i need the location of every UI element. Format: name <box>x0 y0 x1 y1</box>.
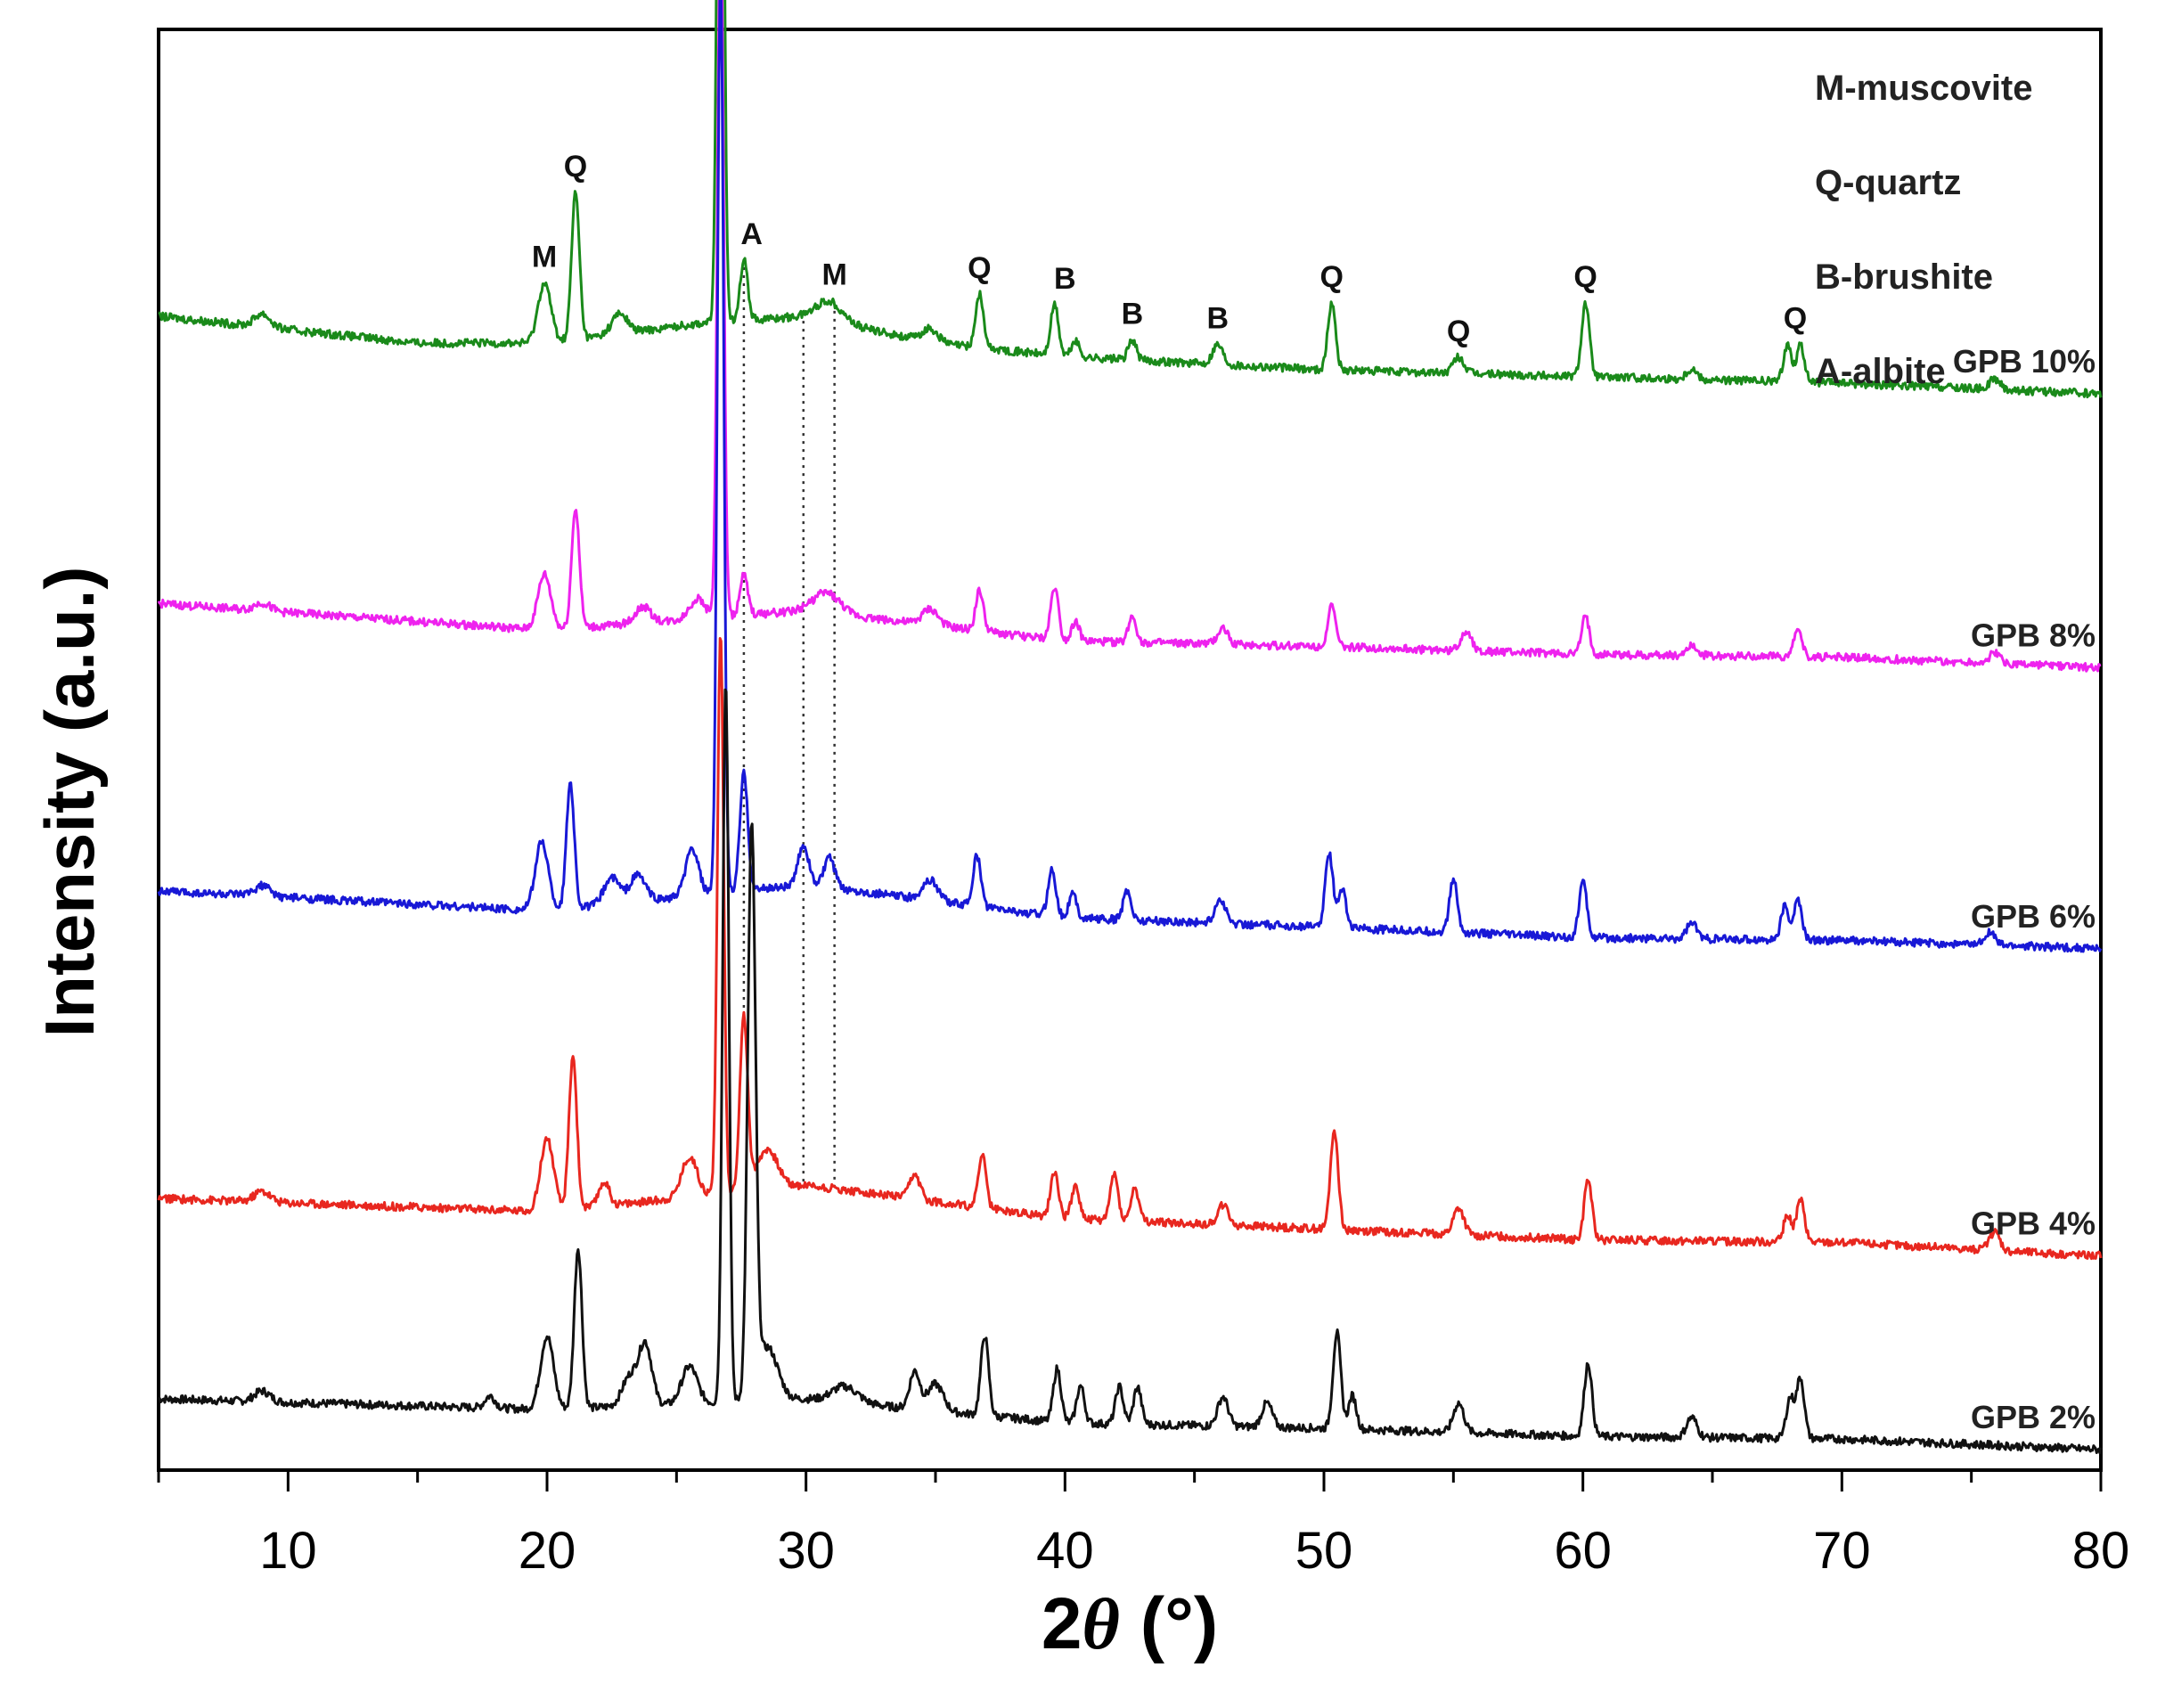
peak-label-12: Q <box>1784 301 1807 335</box>
x-tick-label-30: 30 <box>777 1522 835 1580</box>
series-label-2pct: GPB 2% <box>1971 1399 2096 1435</box>
dotted-guides <box>742 267 836 1189</box>
x-tick-label-50: 50 <box>1295 1522 1353 1580</box>
legend-item-quartz: Q-quartz <box>1815 163 1961 202</box>
peak-label-4: M <box>821 258 846 292</box>
peak-label-11: Q <box>1573 260 1597 294</box>
peak-label-9: Q <box>1319 260 1343 294</box>
peak-label-3: A <box>740 217 763 251</box>
peak-label-7: B <box>1122 297 1144 331</box>
peak-label-5: Q <box>968 251 991 285</box>
x-tick-label-60: 60 <box>1554 1522 1612 1580</box>
x-axis-ticks <box>157 1470 2103 1491</box>
legend: M-muscovite Q-quartz B-brushite A-albite <box>1815 69 2033 391</box>
x-axis-title: 2θ (°) <box>1042 1583 1218 1664</box>
x-axis-title-unit: (°) <box>1120 1583 1218 1664</box>
x-tick-label-80: 80 <box>2072 1522 2130 1580</box>
x-tick-label-20: 20 <box>519 1522 576 1580</box>
peak-label-2: Q <box>564 150 587 184</box>
x-tick-label-10: 10 <box>259 1522 317 1580</box>
series-layer <box>157 0 2103 1455</box>
series-label-4pct: GPB 4% <box>1971 1205 2096 1241</box>
series-line-4pct <box>157 637 2103 1261</box>
series-label-8pct: GPB 8% <box>1971 617 2096 654</box>
legend-item-muscovite: M-muscovite <box>1815 69 2033 108</box>
x-tick-label-70: 70 <box>1813 1522 1871 1580</box>
series-label-10pct: GPB 10% <box>1953 343 2096 380</box>
legend-item-albite: A-albite <box>1815 352 1946 391</box>
peak-label-8: B <box>1207 301 1230 335</box>
y-axis-title: Intensity (a.u.) <box>30 567 109 1038</box>
x-axis-tick-labels: 10 20 30 40 50 60 70 80 <box>259 1522 2129 1580</box>
plot-frame <box>157 28 2103 1472</box>
peak-label-6: B <box>1054 262 1076 296</box>
peak-labels: QMQAMQBBBQQQQ <box>532 150 1807 348</box>
peak-label-1: M <box>532 241 557 274</box>
series-line-8pct <box>157 0 2102 673</box>
x-axis-title-prefix: 2 <box>1042 1583 1082 1664</box>
peak-label-10: Q <box>1447 315 1470 348</box>
legend-item-brushite: B-brushite <box>1815 257 1993 297</box>
series-line-10pct <box>158 0 2103 399</box>
series-labels: GPB 2% GPB 4% GPB 6% GPB 8% GPB 10% <box>1953 343 2096 1435</box>
series-label-6pct: GPB 6% <box>1971 898 2096 935</box>
x-axis-title-theta: θ <box>1082 1583 1120 1664</box>
series-line-6pct <box>157 0 2103 953</box>
x-tick-label-40: 40 <box>1036 1522 1094 1580</box>
series-line-2pct <box>158 688 2103 1455</box>
